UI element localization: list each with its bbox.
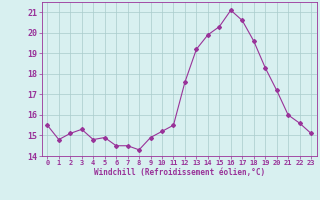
X-axis label: Windchill (Refroidissement éolien,°C): Windchill (Refroidissement éolien,°C) [94, 168, 265, 177]
